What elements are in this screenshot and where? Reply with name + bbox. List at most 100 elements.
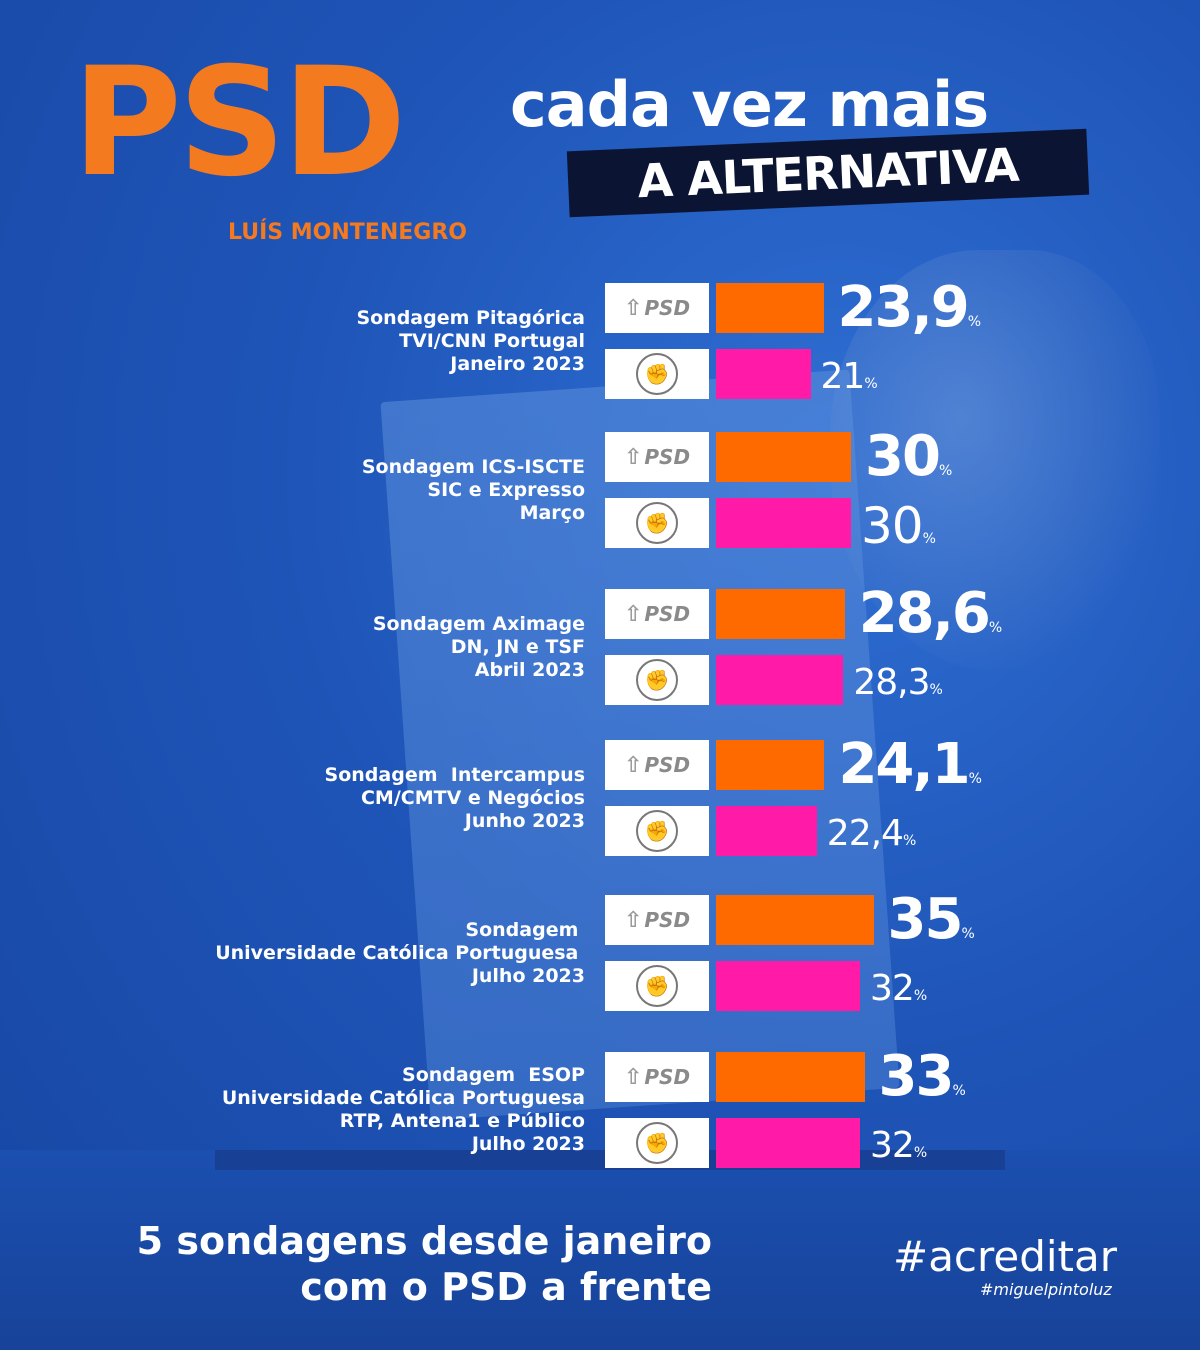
tagline-banner: A ALTERNATIVA: [566, 128, 1090, 218]
psd-logo-text: PSD: [644, 908, 691, 932]
ps-value: 21%: [821, 357, 878, 404]
ps-logo: ✊: [605, 655, 709, 705]
party-title: PSD: [72, 36, 406, 210]
ps-value: 30%: [861, 498, 936, 567]
percent-sign: %: [968, 771, 982, 787]
fist-rose-icon: ✊: [636, 1122, 678, 1164]
percent-sign: %: [938, 463, 953, 479]
percent-sign: %: [961, 926, 975, 942]
percent-sign: %: [988, 620, 1003, 636]
ps-logo: ✊: [605, 349, 709, 399]
ps-value-number: 30: [861, 497, 924, 555]
psd-value-number: 30: [865, 424, 941, 489]
psd-arrow-icon: ⇧: [623, 1064, 643, 1090]
psd-logo-mark: ⇧ PSD: [624, 753, 690, 778]
psd-logo: ⇧ PSD: [605, 432, 709, 482]
ps-bar: [716, 498, 851, 548]
psd-bar: [716, 1052, 865, 1102]
psd-arrow-icon: ⇧: [623, 444, 643, 470]
tagline-line2: A ALTERNATIVA: [636, 137, 1020, 209]
psd-arrow-icon: ⇧: [623, 295, 643, 321]
psd-arrow-icon: ⇧: [623, 907, 643, 933]
fist-rose-icon: ✊: [636, 965, 678, 1007]
psd-bar: [716, 895, 874, 945]
psd-logo-mark: ⇧ PSD: [624, 1065, 690, 1090]
psd-bar: [716, 740, 825, 790]
tagline-line1: cada vez mais: [510, 68, 989, 141]
ballot-box-illustration: [0, 1150, 1200, 1350]
psd-bar: [716, 589, 845, 639]
percent-sign: %: [902, 833, 917, 849]
percent-sign: %: [864, 376, 878, 392]
ps-value-number: 32: [870, 968, 915, 1009]
ps-value: 32%: [870, 1126, 927, 1173]
percent-sign: %: [922, 531, 936, 547]
psd-logo: ⇧ PSD: [605, 589, 709, 639]
poll-label: Sondagem Universidade Católica Portugues…: [215, 919, 585, 987]
ps-bar: [716, 655, 844, 705]
hashtag-acreditar: #acreditar: [893, 1232, 1118, 1281]
psd-value-number: 23,9: [837, 275, 970, 340]
poll-group: Sondagem Intercampus CM/CMTV e Negócios …: [0, 732, 1200, 870]
psd-value-number: 28,6: [858, 581, 991, 646]
ps-logo: ✊: [605, 806, 709, 856]
psd-logo: ⇧ PSD: [605, 1052, 709, 1102]
psd-arrow-icon: ⇧: [623, 601, 643, 627]
ps-bar: [716, 1118, 860, 1168]
psd-logo: ⇧ PSD: [605, 895, 709, 945]
poll-group: Sondagem ICS-ISCTE SIC e Expresso Março ⇧…: [0, 424, 1200, 562]
ps-value: 32%: [870, 969, 927, 1016]
hand-illustration: [830, 250, 1160, 670]
psd-logo-text: PSD: [644, 753, 691, 777]
ps-bar: [716, 349, 811, 399]
ps-value-number: 28,3: [853, 662, 930, 703]
percent-sign: %: [913, 988, 928, 1004]
ps-bar: [716, 806, 817, 856]
psd-value: 28,6%: [859, 581, 1002, 661]
ps-bar: [716, 961, 860, 1011]
psd-value: 33%: [879, 1044, 966, 1124]
leader-name: LUÍS MONTENEGRO: [228, 220, 467, 245]
poll-label: Sondagem Aximage DN, JN e TSF Abril 2023: [372, 613, 585, 681]
percent-sign: %: [967, 314, 982, 330]
psd-value: 35%: [888, 887, 975, 967]
ps-logo: ✊: [605, 961, 709, 1011]
poll-group: Sondagem Pitagórica TVI/CNN Portugal Jan…: [0, 275, 1200, 413]
psd-value: 24,1%: [838, 732, 981, 812]
poll-label: Sondagem ICS-ISCTE SIC e Expresso Março: [361, 456, 585, 524]
ps-value-number: 21: [820, 356, 866, 397]
psd-value-number: 24,1: [838, 732, 970, 797]
poll-group: Sondagem Aximage DN, JN e TSF Abril 2023…: [0, 581, 1200, 719]
psd-logo-mark: ⇧ PSD: [624, 908, 690, 933]
psd-bar: [716, 283, 824, 333]
fist-rose-icon: ✊: [636, 502, 678, 544]
ps-value-number: 22,4: [826, 813, 904, 854]
psd-logo-text: PSD: [644, 1065, 691, 1089]
psd-value-number: 33: [878, 1044, 955, 1109]
fist-rose-icon: ✊: [636, 810, 678, 852]
hashtag-miguelpintoluz: #miguelpintoluz: [980, 1280, 1112, 1299]
psd-value-number: 35: [887, 887, 964, 952]
psd-logo-text: PSD: [644, 296, 691, 320]
ps-value: 22,4%: [827, 814, 916, 861]
poll-group: Sondagem Universidade Católica Portugues…: [0, 887, 1200, 1025]
fist-rose-icon: ✊: [636, 659, 678, 701]
fist-rose-icon: ✊: [636, 353, 678, 395]
percent-sign: %: [929, 682, 943, 698]
psd-logo-mark: ⇧ PSD: [624, 296, 690, 321]
poll-label: Sondagem Pitagórica TVI/CNN Portugal Jan…: [356, 307, 585, 375]
ps-logo: ✊: [605, 498, 709, 548]
psd-value: 30%: [865, 424, 952, 504]
psd-logo-text: PSD: [644, 602, 691, 626]
percent-sign: %: [913, 1145, 928, 1161]
poll-group: Sondagem ESOP Universidade Católica Port…: [0, 1044, 1200, 1182]
psd-logo: ⇧ PSD: [605, 740, 709, 790]
psd-logo-mark: ⇧ PSD: [624, 445, 690, 470]
psd-logo: ⇧ PSD: [605, 283, 709, 333]
ps-value-number: 32: [870, 1125, 915, 1166]
percent-sign: %: [952, 1083, 966, 1099]
psd-arrow-icon: ⇧: [623, 752, 643, 778]
psd-value: 23,9%: [838, 275, 981, 355]
footer-summary: 5 sondagens desde janeiro com o PSD a fr…: [136, 1219, 712, 1309]
